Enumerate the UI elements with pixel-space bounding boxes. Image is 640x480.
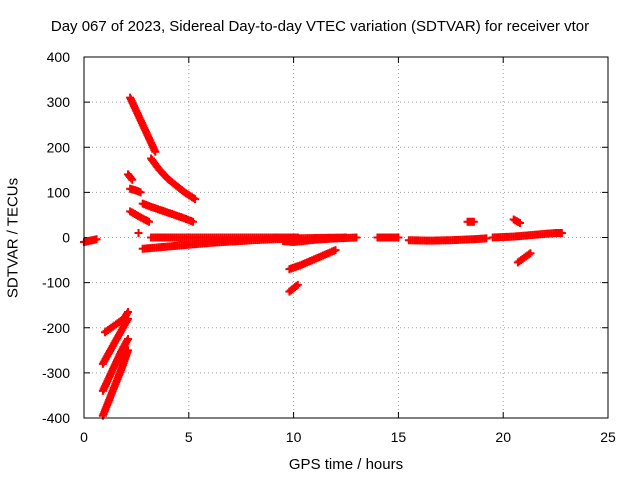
series-arc-11	[279, 233, 361, 247]
data-points	[80, 93, 566, 420]
data-point	[293, 280, 302, 289]
data-point	[524, 250, 533, 259]
data-point	[557, 228, 566, 237]
series-arc-05	[126, 184, 145, 197]
data-point	[394, 233, 403, 242]
y-tick-label: 0	[62, 230, 70, 246]
series-arc-03	[147, 154, 200, 204]
y-tick-label: -400	[42, 410, 70, 426]
y-tick-label: 300	[47, 94, 71, 110]
x-axis-label: GPS time / hours	[288, 456, 404, 473]
chart-title: Day 067 of 2023, Sidereal Day-to-day VTE…	[50, 18, 590, 35]
series-arc-02	[126, 93, 160, 156]
series-arc-21	[98, 314, 133, 368]
data-point	[352, 233, 361, 242]
series-arc-14	[373, 233, 403, 242]
series-arc-12	[285, 246, 340, 274]
data-point	[469, 217, 478, 226]
data-point	[127, 174, 136, 183]
series-arc-15	[404, 234, 491, 245]
data-point	[191, 195, 200, 204]
series-arc-10	[147, 233, 302, 242]
data-point	[124, 314, 133, 323]
x-tick-label: 5	[185, 429, 193, 445]
series-arc-18	[509, 215, 524, 228]
series-arc-19	[513, 249, 535, 267]
y-tick-label: -300	[42, 365, 70, 381]
axis-ticks: 0 5 10 15 20 25 -400 -300 -200 -100 0 100 200 300 400	[42, 49, 616, 445]
series-arc-16	[463, 217, 478, 226]
series-arc-13	[285, 280, 302, 296]
data-point	[151, 147, 160, 156]
y-tick-label: 200	[47, 139, 71, 155]
data-point	[292, 282, 301, 291]
data-point	[188, 217, 197, 226]
data-point	[515, 219, 524, 228]
y-tick-label: 100	[47, 184, 71, 200]
series-arc-04	[124, 170, 137, 184]
plot-frame	[83, 56, 609, 419]
x-tick-label: 15	[391, 429, 407, 445]
x-tick-label: 10	[286, 429, 302, 445]
x-tick-label: 20	[495, 429, 511, 445]
data-point	[144, 217, 153, 226]
y-tick-label: -100	[42, 275, 70, 291]
data-point	[128, 175, 137, 184]
series-arc-17	[488, 228, 566, 242]
data-point	[92, 235, 101, 244]
data-point	[526, 249, 535, 258]
data-point	[331, 246, 340, 255]
x-tick-label: 0	[80, 429, 88, 445]
series-arc-01	[80, 235, 101, 247]
data-point	[124, 335, 133, 344]
x-tick-label: 25	[600, 429, 616, 445]
series-arc-08	[134, 228, 143, 237]
series-arc-23	[98, 346, 133, 420]
series-arc-07	[126, 207, 153, 226]
data-point	[124, 307, 133, 316]
series-arc-06	[138, 199, 197, 226]
data-point	[136, 188, 145, 197]
data-point	[134, 228, 143, 237]
y-tick-label: 400	[47, 49, 71, 65]
y-tick-label: -200	[42, 320, 70, 336]
data-point	[124, 346, 133, 355]
